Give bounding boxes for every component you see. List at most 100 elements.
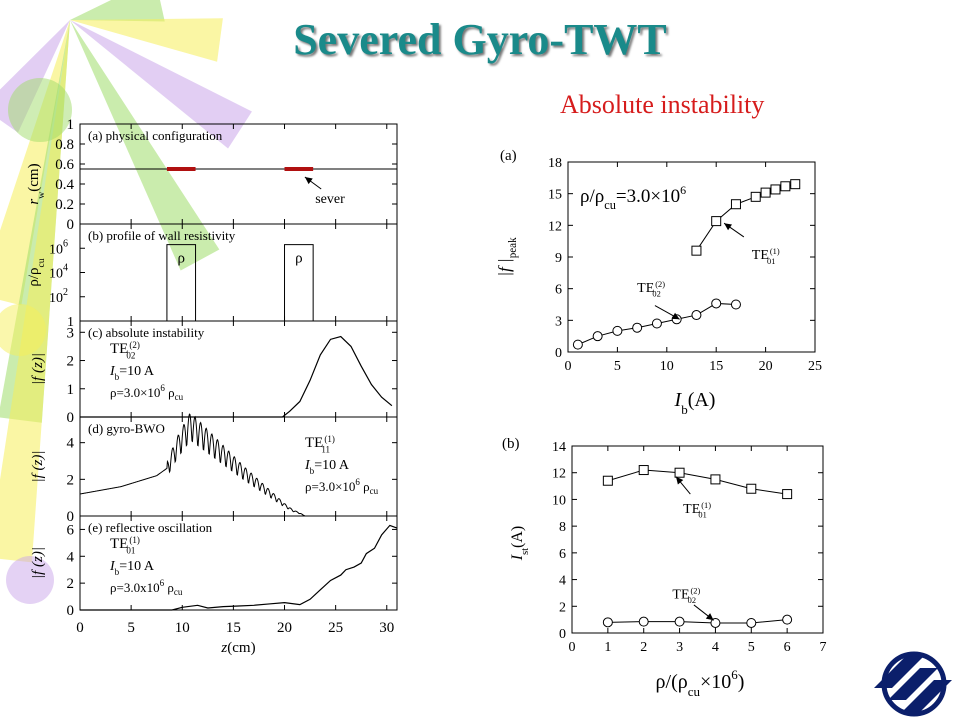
y-tick-label-part: 6 <box>555 283 562 298</box>
sun-blob <box>0 304 46 356</box>
x-tick-label-part: 7 <box>820 640 827 655</box>
data-point-circle <box>612 325 623 336</box>
mode-label-sup: (2) <box>129 340 140 350</box>
mode-label-part: TE <box>305 435 323 451</box>
y-tick-label: 0 <box>559 627 566 642</box>
x-axis-label: z(cm) <box>220 640 255 656</box>
mode-label-sup: (1) <box>324 434 335 444</box>
panel-label-part: (d) gyro-BWO <box>88 421 165 436</box>
series-label-sup: (2) <box>655 280 665 289</box>
data-point-square <box>730 199 741 210</box>
y-tick-label: 1 <box>67 315 74 330</box>
x-tick-label-part: 5 <box>748 640 755 655</box>
y-tick-label-part: 4 <box>559 574 566 589</box>
current-label-part: b <box>115 372 120 382</box>
x-tick-label: 5 <box>614 359 621 374</box>
y-tick-label-part: 14 <box>552 440 566 455</box>
y-tick-label: 0.2 <box>55 197 74 213</box>
data-point-circle <box>572 339 583 350</box>
y-axis-label-part: ρ/ρ <box>26 268 42 287</box>
y-tick-label: 0 <box>555 346 562 361</box>
y-axis-label-part: |f (z)| <box>30 353 46 385</box>
y-tick-label-part: 0.4 <box>55 177 74 193</box>
y-axis-label-part: peak <box>507 237 519 258</box>
series-label-sub: 02 <box>688 596 696 605</box>
x-tick-label: 15 <box>709 359 723 374</box>
y-axis-label-part: I <box>509 554 526 561</box>
x-tick-label-part: 5 <box>614 359 621 374</box>
sever-arrow-head <box>304 177 313 185</box>
resistivity-block <box>284 244 314 321</box>
data-point-circle <box>674 616 685 627</box>
y-tick-label-part: 0 <box>555 346 562 361</box>
rho-exp: 6 <box>160 578 165 588</box>
x-tick-label-part: 0 <box>76 620 84 636</box>
x-axis-label-part: (cm) <box>227 640 255 656</box>
x-tick-label: 0 <box>569 640 576 655</box>
x-tick-label-part: 10 <box>660 359 674 374</box>
x-tick-label: 25 <box>808 359 822 374</box>
x-tick-label-part: 4 <box>712 640 719 655</box>
panel-c: 0 1 2 3 (c) absolute instability |f (z)| TE(2)… <box>30 320 398 426</box>
rho-annotation: ρ/ρcu=3.0×106 <box>580 183 686 212</box>
x-tick-label: 1 <box>604 640 611 655</box>
data-point-square <box>782 489 793 500</box>
y-tick-label-part: 4 <box>67 436 75 452</box>
y-tick-label-part: 0.2 <box>55 197 74 213</box>
data-point-square <box>790 179 801 190</box>
current-label-part: =10 A <box>119 364 155 379</box>
data-point-circle <box>602 617 613 628</box>
y-tick-exp: 6 <box>63 238 68 249</box>
y-tick-label: 0.4 <box>55 177 74 193</box>
y-tick-label: 12 <box>552 467 566 482</box>
rho-label-part: ρ=3.0×10 <box>305 479 355 494</box>
rho-label: ρ=3.0×106 ρcu <box>305 477 379 496</box>
y-tick-label: 6 <box>555 283 562 298</box>
y-tick-label-part: 10 <box>49 291 63 306</box>
x-tick-label: 0 <box>565 359 572 374</box>
x-tick-label: 7 <box>820 640 827 655</box>
y-tick-label: 0.8 <box>55 137 74 153</box>
x-tick-label: 6 <box>784 640 791 655</box>
x-tick-label: 10 <box>175 620 190 636</box>
y-axis-label: |f (z)| <box>30 451 46 483</box>
y-tick-label-part: 0 <box>67 509 75 525</box>
rho-tail: ρ <box>164 580 174 595</box>
series-arrow-head <box>675 476 684 485</box>
y-tick-label: 4 <box>559 574 566 589</box>
x-axis-label-part: ρ/(ρ <box>656 671 688 693</box>
x-tick-label: 5 <box>127 620 135 636</box>
y-tick-label: 3 <box>555 314 562 329</box>
x-tick-label-part: 15 <box>226 620 241 636</box>
rho-tail: ρ <box>360 479 370 494</box>
y-tick-label-part: 2 <box>67 576 75 592</box>
y-axis-label: |f (z)| <box>30 547 46 579</box>
sever-label-part: sever <box>315 192 345 207</box>
mode-label: TE(1) 01 <box>110 535 140 556</box>
series-arrow-head <box>705 613 714 621</box>
series-line-02 <box>607 619 788 624</box>
sun-ray <box>0 20 70 563</box>
y-tick-label: 0 <box>67 603 75 619</box>
x-tick-label-part: 1 <box>604 640 611 655</box>
y-axis-label: |f |peak <box>495 237 519 277</box>
y-tick-label-part: 6 <box>559 547 566 562</box>
rho-sub: cu <box>370 486 379 496</box>
data-point-square <box>770 184 781 195</box>
y-axis-label-part: |f | <box>495 258 514 276</box>
left-stacked-chart: 0 0.2 0.4 0.6 0.8 1 (a) physical configuration… <box>26 117 398 656</box>
x-axis-label-part: I <box>674 389 683 411</box>
x-tick-label-part: 0 <box>569 640 576 655</box>
block-rho-label: ρ <box>177 251 185 267</box>
sever-bar <box>284 167 314 171</box>
x-tick-label: 20 <box>277 620 292 636</box>
x-axis-label-part: cu <box>688 684 701 699</box>
field-profile-line <box>80 335 393 418</box>
y-tick-label: 18 <box>548 156 562 171</box>
y-tick-label: 6 <box>67 522 75 538</box>
y-axis-label: rw(cm) <box>26 163 47 204</box>
logo-stripe <box>902 680 952 712</box>
mode-label-sub: 11 <box>321 444 330 454</box>
